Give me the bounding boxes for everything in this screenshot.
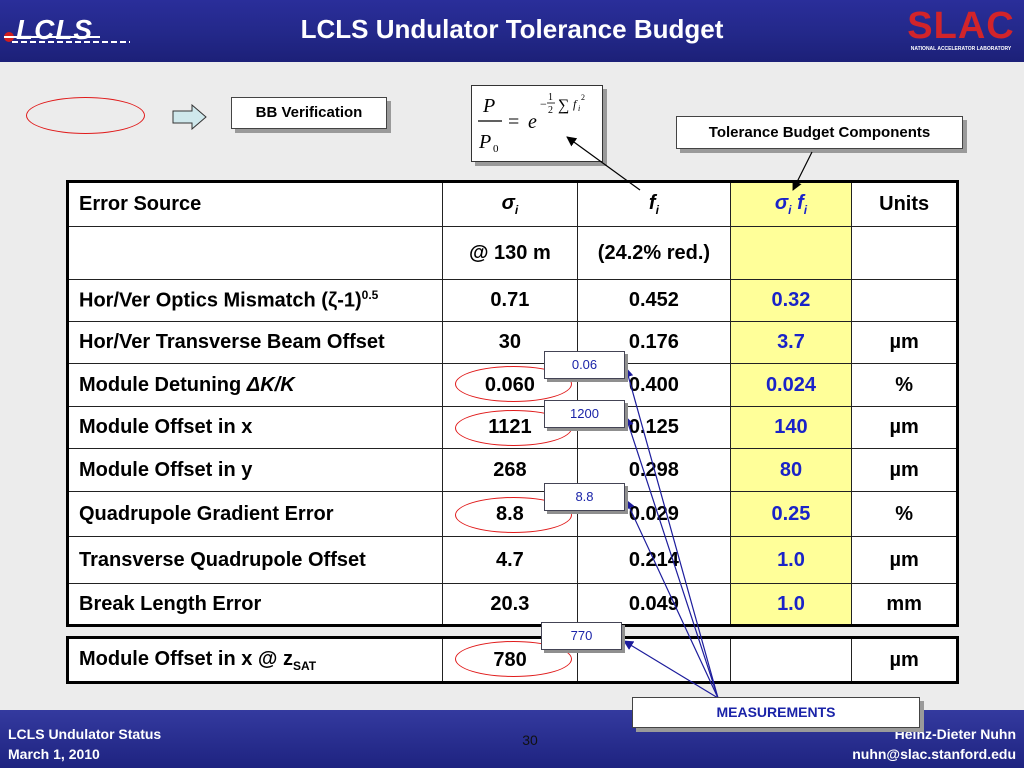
formula-exp-sign: − — [540, 97, 547, 111]
formula-exp-sum: ∑ — [558, 97, 569, 114]
row-source: Hor/Ver Optics Mismatch (ζ-1)0.5 — [67, 279, 443, 322]
slac-logo-subtext: NATIONAL ACCELERATOR LABORATORY — [910, 46, 1012, 52]
row-sigma: 20.3 — [441, 583, 579, 626]
subheader-empty — [67, 226, 443, 280]
bb-ellipse-offset-zsat — [455, 641, 572, 677]
header-sigma-f: σi fi — [729, 181, 853, 227]
header-f-i: fi — [577, 181, 731, 227]
header-sigma-i: σi — [441, 181, 579, 227]
row-f: 0.452 — [577, 279, 731, 322]
row-f: 0.176 — [577, 321, 731, 364]
measured-offset-x-label: 1200 — [544, 400, 625, 428]
legend-ellipse — [26, 97, 145, 134]
row-units: mm — [851, 583, 958, 626]
bb-ellipse-quad-gradient — [455, 497, 572, 533]
footer-date: March 1, 2010 — [8, 746, 100, 762]
row-units: µm — [851, 637, 958, 683]
formula-exp-den: 2 — [548, 105, 553, 116]
table-row: Break Length Error 20.3 0.049 1.0 mm — [67, 583, 958, 626]
row-sf: 1.0 — [729, 583, 853, 626]
table-row: Hor/Ver Transverse Beam Offset 30 0.176 … — [67, 321, 958, 364]
measured-detuning-label: 0.06 — [544, 351, 625, 379]
row-source: Module Offset in x — [67, 406, 443, 449]
table-row: Module Offset in y 268 0.298 80 µm — [67, 448, 958, 492]
footer-talk-title: LCLS Undulator Status — [8, 726, 162, 742]
footer-left: LCLS Undulator Status March 1, 2010 — [8, 724, 161, 764]
formula-exp-sub: i — [578, 104, 580, 113]
slac-logo-text: SLAC — [907, 5, 1015, 47]
table-row: Quadrupole Gradient Error 8.8 0.029 0.25… — [67, 491, 958, 537]
formula-e: e — [528, 111, 537, 133]
row-sf: 0.25 — [729, 491, 853, 537]
subheader-units — [851, 226, 958, 280]
footer-right: Heinz-Dieter Nuhn nuhn@slac.stanford.edu — [852, 724, 1016, 764]
row-units: µm — [851, 406, 958, 449]
measured-offset-zsat-label: 770 — [541, 622, 622, 650]
bb-ellipse-offset-x — [455, 410, 572, 446]
tolerance-formula: P P 0 = e − 1 2 ∑ f i 2 — [471, 85, 603, 162]
row-units: µm — [851, 536, 958, 584]
row-sf: 80 — [729, 448, 853, 492]
row-sf: 3.7 — [729, 321, 853, 364]
row-source: Quadrupole Gradient Error — [67, 491, 443, 537]
row-sf — [729, 637, 853, 683]
subheader-sf — [729, 226, 853, 280]
row-sf: 1.0 — [729, 536, 853, 584]
row-source: Module Offset in x @ zSAT — [67, 637, 443, 683]
row-sf: 0.32 — [729, 279, 853, 322]
tolerance-budget-table: Error Source σi fi σi fi Units @ 130 m (… — [66, 180, 959, 627]
subheader-f: (24.2% red.) — [577, 226, 731, 280]
formula-equals: = — [508, 111, 519, 133]
footer-author: Heinz-Dieter Nuhn — [894, 726, 1016, 742]
formula-p0-sub: 0 — [493, 143, 499, 155]
row-source: Module Detuning ΔK/K — [67, 363, 443, 407]
bb-ellipse-detuning — [455, 366, 572, 402]
measurements-label: MEASUREMENTS — [632, 697, 920, 728]
slac-logo: SLAC NATIONAL ACCELERATOR LABORATORY — [900, 6, 1022, 56]
row-f: 0.214 — [577, 536, 731, 584]
row-sigma: 0.71 — [441, 279, 579, 322]
formula-p: P — [482, 95, 495, 117]
row-units — [851, 279, 958, 322]
row-source: Break Length Error — [67, 583, 443, 626]
table-header-row: Error Source σi fi σi fi Units — [67, 181, 958, 227]
table-row: Hor/Ver Optics Mismatch (ζ-1)0.5 0.71 0.… — [67, 279, 958, 322]
table-subheader-row: @ 130 m (24.2% red.) — [67, 226, 958, 280]
table-row: Transverse Quadrupole Offset 4.7 0.214 1… — [67, 536, 958, 584]
right-arrow-icon — [172, 104, 207, 130]
formula-p0: P — [478, 131, 491, 153]
row-units: % — [851, 491, 958, 537]
formula-exp-sup: 2 — [581, 93, 585, 102]
formula-graphic: P P 0 = e − 1 2 ∑ f i 2 — [478, 92, 585, 155]
measured-quad-gradient-label: 8.8 — [544, 483, 625, 511]
row-source: Hor/Ver Transverse Beam Offset — [67, 321, 443, 364]
row-source: Transverse Quadrupole Offset — [67, 536, 443, 584]
row-source: Module Offset in y — [67, 448, 443, 492]
row-sf: 140 — [729, 406, 853, 449]
row-f: 0.049 — [577, 583, 731, 626]
row-units: µm — [851, 448, 958, 492]
footer-email: nuhn@slac.stanford.edu — [852, 746, 1016, 762]
slide-header: LCLS LCLS Undulator Tolerance Budget SLA… — [0, 0, 1024, 62]
slide-title: LCLS Undulator Tolerance Budget — [300, 14, 724, 44]
lcls-logo-line — [4, 36, 100, 38]
lcls-logo: LCLS — [4, 14, 134, 48]
subheader-sigma: @ 130 m — [441, 226, 579, 280]
lcls-logo-text: LCLS — [16, 14, 94, 45]
header-units: Units — [851, 181, 958, 227]
tolerance-components-label: Tolerance Budget Components — [676, 116, 963, 149]
bb-verification-label: BB Verification — [231, 97, 387, 129]
row-units: % — [851, 363, 958, 407]
row-sf: 0.024 — [729, 363, 853, 407]
lcls-logo-dashes — [12, 41, 130, 43]
row-sigma: 4.7 — [441, 536, 579, 584]
formula-exp-f: f — [573, 97, 578, 111]
page-number: 30 — [522, 732, 538, 748]
header-error-source: Error Source — [67, 181, 443, 227]
formula-exp-num: 1 — [548, 92, 553, 103]
row-units: µm — [851, 321, 958, 364]
